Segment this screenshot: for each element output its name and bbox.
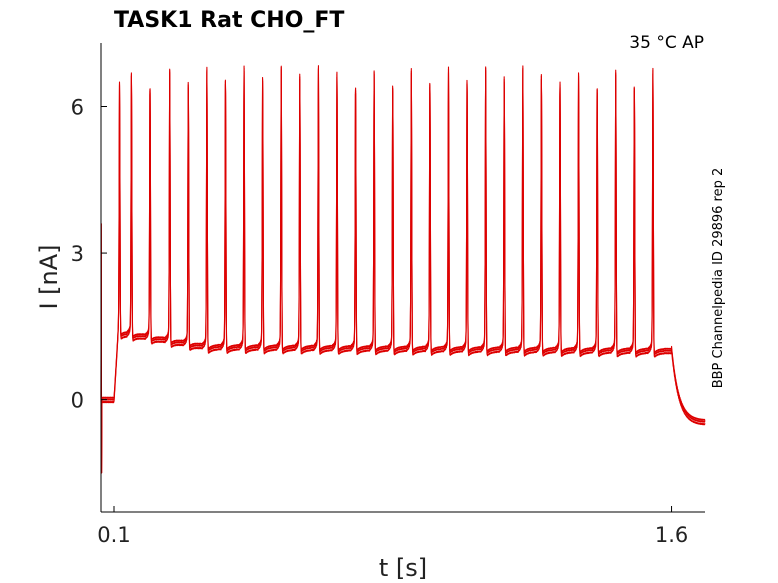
trace-group [100,65,706,474]
x-tick-label: 1.6 [655,523,688,547]
y-tick-label: 3 [71,242,84,266]
y-tick-label: 6 [71,96,84,120]
chart-title: TASK1 Rat CHO_FT [114,8,344,33]
channelpedia-id-label: BBP Channelpedia ID 29896 rep 2 [711,168,726,389]
current-trace-repeat-3 [100,65,706,474]
y-tick-label: 0 [71,389,84,413]
x-axis-label: t [s] [379,554,427,582]
plot-area [100,65,706,474]
current-trace-repeat-1 [100,66,706,474]
y-axis-label: I [nA] [35,244,63,309]
axis-ticks: 0.1 1.6 0 3 6 [71,96,689,547]
x-tick-label: 0.1 [97,523,130,547]
temperature-annotation: 35 °C AP [629,33,704,53]
current-trace-repeat-2 [100,68,706,474]
